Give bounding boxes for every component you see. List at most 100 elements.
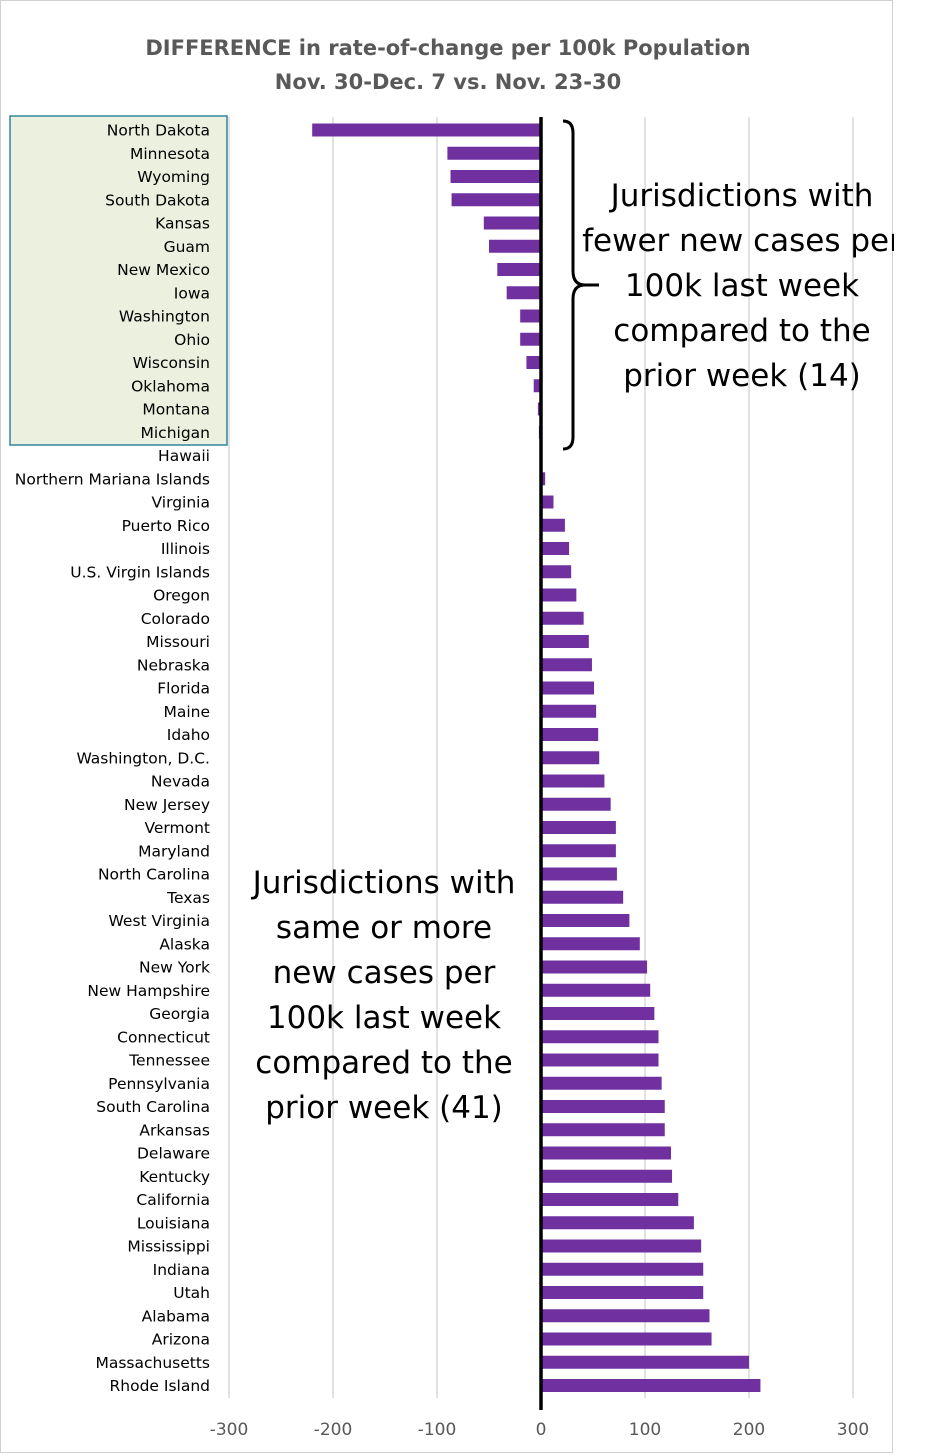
category-label: Idaho xyxy=(167,726,210,744)
category-label: Northern Mariana Islands xyxy=(15,470,210,488)
bar xyxy=(447,146,541,160)
category-label: Iowa xyxy=(174,284,210,302)
annotation-line: 100k last week xyxy=(267,1000,501,1036)
category-label: Indiana xyxy=(153,1261,210,1279)
bar xyxy=(541,751,600,765)
annotation-line: new cases per xyxy=(273,955,496,991)
bar xyxy=(541,983,651,997)
category-label: New York xyxy=(139,959,210,977)
bar xyxy=(541,1216,694,1230)
category-label: North Carolina xyxy=(98,866,210,884)
bar xyxy=(520,332,541,346)
category-label: Georgia xyxy=(149,1005,210,1023)
bar xyxy=(541,472,546,486)
bar xyxy=(520,309,541,323)
bar xyxy=(541,774,605,788)
category-labels: North Dakota Minnesota Wyoming South Dakota… xyxy=(15,122,210,1396)
bar xyxy=(451,193,541,207)
x-tick-label: 300 xyxy=(837,1420,869,1440)
category-label: Florida xyxy=(157,680,210,698)
bar xyxy=(541,542,570,555)
bar xyxy=(541,1239,702,1253)
bar xyxy=(541,821,616,834)
highlight-box xyxy=(9,115,228,446)
bar xyxy=(541,1100,665,1113)
bar xyxy=(541,495,554,509)
bar xyxy=(541,1169,673,1183)
bar xyxy=(541,844,616,858)
annotation-more: Jurisdictions with same or more new cases … xyxy=(251,865,516,1126)
category-label: California xyxy=(136,1191,210,1209)
bar xyxy=(541,1076,662,1090)
annotation-line: prior week (14) xyxy=(623,358,861,394)
chart-frame: DIFFERENCE in rate-of-change per 100k Po… xyxy=(0,0,894,1453)
bar xyxy=(541,565,572,579)
chart-title: DIFFERENCE in rate-of-change per 100k Po… xyxy=(145,36,750,60)
annotation-line: prior week (41) xyxy=(265,1090,503,1126)
category-label: Arkansas xyxy=(139,1121,210,1139)
category-label: Mississippi xyxy=(127,1238,210,1256)
category-label: South Carolina xyxy=(96,1098,210,1116)
category-label: Maine xyxy=(163,703,210,721)
bar xyxy=(541,1355,749,1369)
annotation-line: compared to the xyxy=(613,313,870,349)
bar xyxy=(541,960,648,974)
annotation-fewer: Jurisdictions with fewer new cases per 100… xyxy=(582,178,894,394)
category-label: Colorado xyxy=(141,610,210,628)
category-label: Oregon xyxy=(153,587,210,605)
bar xyxy=(541,704,597,718)
bar xyxy=(541,681,595,695)
category-label: Pennsylvania xyxy=(108,1075,210,1093)
category-label: Alaska xyxy=(159,935,210,953)
category-label: Virginia xyxy=(152,494,210,512)
bar xyxy=(483,216,541,230)
category-label: Tennessee xyxy=(128,1052,210,1070)
gridlines xyxy=(228,117,854,1398)
annotation-line: 100k last week xyxy=(625,268,859,304)
category-label: Puerto Rico xyxy=(122,517,210,535)
bar xyxy=(541,518,565,532)
bar xyxy=(541,797,611,811)
category-label: Utah xyxy=(173,1284,210,1302)
bar xyxy=(541,1286,704,1299)
x-tick-label: -200 xyxy=(314,1420,353,1440)
category-label: North Dakota xyxy=(107,122,210,140)
category-label: Illinois xyxy=(161,540,210,558)
bar xyxy=(541,890,624,904)
bar xyxy=(312,123,541,137)
category-label: New Mexico xyxy=(117,261,210,279)
category-label: Nevada xyxy=(151,773,210,791)
bar xyxy=(541,588,577,602)
bar xyxy=(541,658,592,672)
bar xyxy=(541,1053,659,1067)
bar xyxy=(450,170,541,183)
x-tick-labels: -300 -200 -100 0 100 200 300 xyxy=(210,1420,870,1440)
category-label: U.S. Virgin Islands xyxy=(70,563,210,581)
annotation-line: compared to the xyxy=(255,1045,512,1081)
bar xyxy=(533,379,541,393)
bar xyxy=(541,1309,710,1323)
bar xyxy=(541,635,589,648)
bar xyxy=(541,867,617,881)
x-tick-label: -100 xyxy=(418,1420,457,1440)
bar xyxy=(489,239,541,253)
category-label: West Virginia xyxy=(109,912,210,930)
bar xyxy=(541,611,584,625)
category-label: Nebraska xyxy=(137,656,210,674)
category-label: Oklahoma xyxy=(131,377,210,395)
category-label: Delaware xyxy=(137,1145,210,1163)
bar xyxy=(541,1262,704,1276)
annotation-line: Jurisdictions with xyxy=(251,865,516,901)
category-label: Vermont xyxy=(144,819,210,837)
category-label: Minnesota xyxy=(130,145,210,163)
bar xyxy=(497,263,541,276)
bar-chart: DIFFERENCE in rate-of-change per 100k Po… xyxy=(9,36,894,1440)
category-label: Wisconsin xyxy=(133,354,210,372)
category-label: Maryland xyxy=(138,842,210,860)
category-label: Michigan xyxy=(141,424,211,442)
bar xyxy=(506,286,541,300)
category-label: Washington xyxy=(119,308,210,326)
bar xyxy=(541,937,640,951)
annotation-line: same or more xyxy=(276,910,492,946)
category-label: Alabama xyxy=(142,1307,210,1325)
